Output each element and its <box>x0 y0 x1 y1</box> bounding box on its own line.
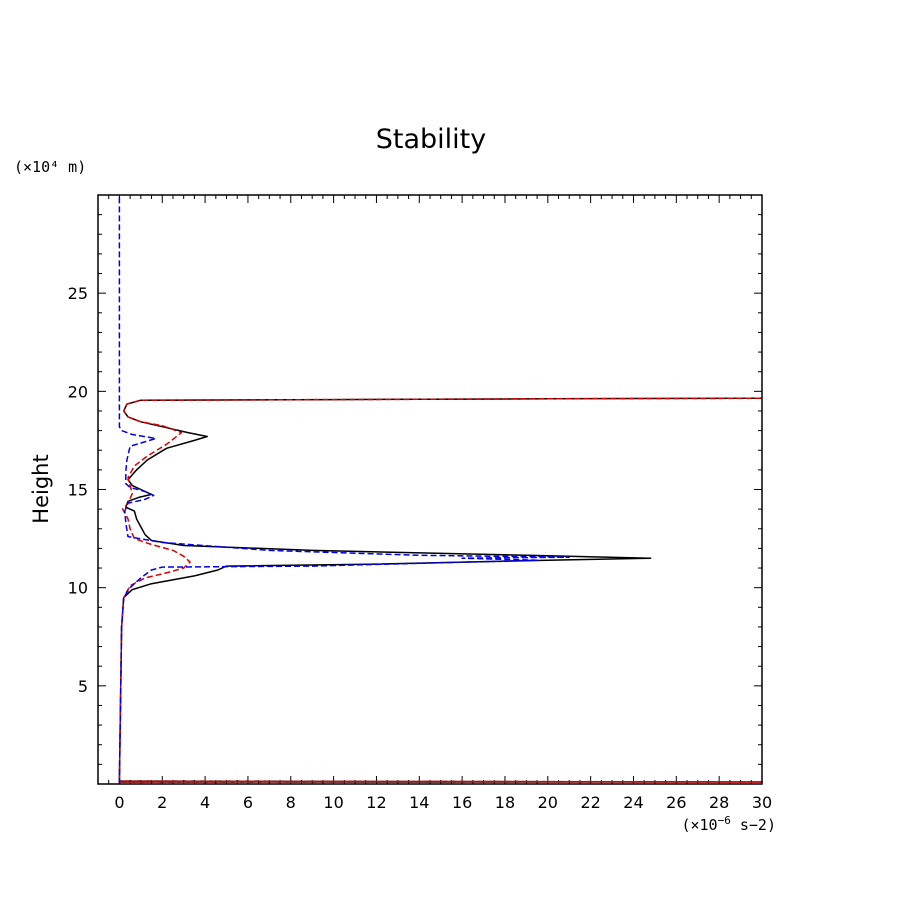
x-tick-label: 6 <box>243 793 253 812</box>
x-tick-label: 4 <box>200 793 210 812</box>
x-tick-label: 30 <box>752 793 772 812</box>
x-tick-label: 8 <box>286 793 296 812</box>
y-tick-label: 10 <box>68 579 88 598</box>
x-axis-unit: (×10−6 s−2) <box>681 814 776 834</box>
x-tick-label: 16 <box>452 793 472 812</box>
x-tick-label: 12 <box>366 793 386 812</box>
plot-frame <box>97 194 763 785</box>
chart-title: Stability <box>376 124 487 155</box>
y-tick-label: 25 <box>68 284 88 303</box>
y-axis-unit: (×10⁴ m) <box>14 158 86 176</box>
x-tick-label: 28 <box>709 793 729 812</box>
series-line-3 <box>118 195 570 784</box>
y-axis-label: Height <box>29 454 53 523</box>
x-tick-label: 14 <box>409 793 429 812</box>
x-tick-label: 22 <box>580 793 600 812</box>
x-tick-label: 2 <box>157 793 167 812</box>
x-tick-label: 20 <box>538 793 558 812</box>
x-tick-label: 10 <box>323 793 343 812</box>
y-tick-label: 20 <box>68 382 88 401</box>
y-tick-label: 15 <box>68 481 88 500</box>
y-tick-label: 5 <box>78 677 88 696</box>
x-tick-label: 0 <box>114 793 124 812</box>
x-tick-label: 18 <box>495 793 515 812</box>
x-tick-label: 26 <box>666 793 686 812</box>
x-tick-label: 24 <box>623 793 643 812</box>
